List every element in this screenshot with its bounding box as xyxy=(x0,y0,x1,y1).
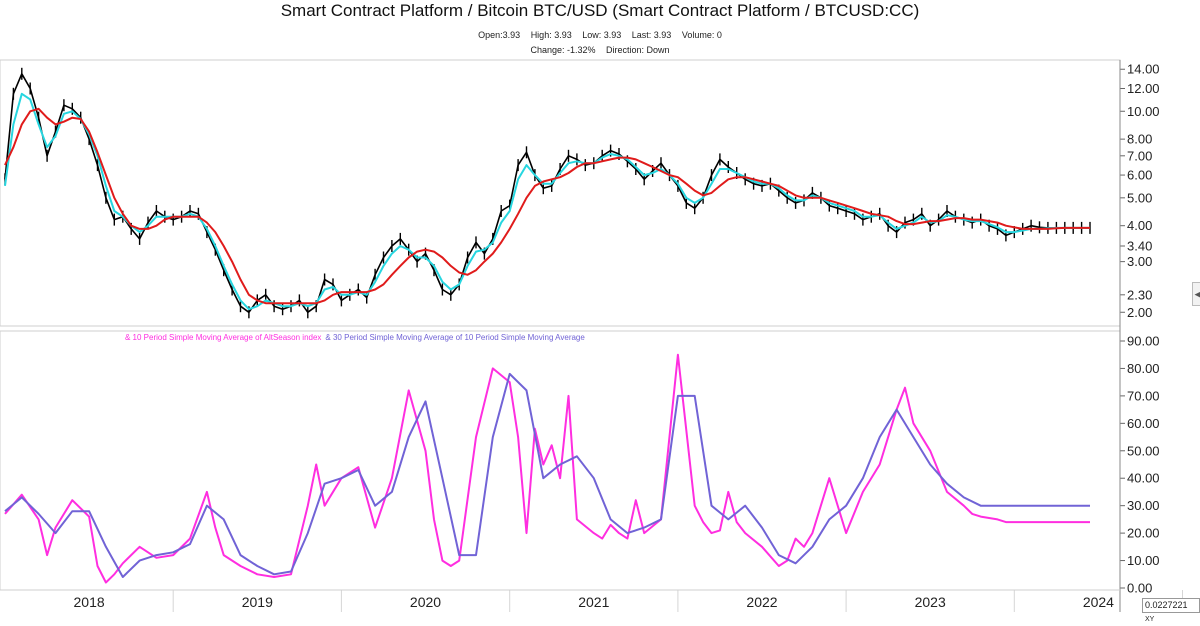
last-price-readout: 0.0227221 XY xyxy=(1142,598,1200,623)
x-axis: 2018 2019 2020 2021 2022 2023 2024 xyxy=(0,60,1183,612)
price-line xyxy=(4,73,1090,314)
year-label: 2018 xyxy=(74,594,105,610)
price-tick-label: 14.00 xyxy=(1127,62,1160,77)
indicator-tick-label: 80.00 xyxy=(1127,361,1160,376)
legend-entry: & 30 Period Simple Moving Average of 10 … xyxy=(325,333,585,342)
indicator-tick-label: 20.00 xyxy=(1127,526,1160,541)
price-panel-frame xyxy=(0,59,1121,327)
indicator-tick-label: 40.00 xyxy=(1127,471,1160,486)
quote-change-line: Change: -1.32% Direction: Down xyxy=(0,44,1200,56)
indicator-tick-label: 30.00 xyxy=(1127,498,1160,513)
year-label: 2022 xyxy=(746,594,777,610)
year-label: 2019 xyxy=(242,594,273,610)
year-label: 2024 xyxy=(1083,594,1114,610)
crosshair-label: XY xyxy=(1145,616,1155,623)
indicator-legend: & 10 Period Simple Moving Average of Alt… xyxy=(125,333,585,342)
price-tick-label: 2.00 xyxy=(1127,305,1152,320)
price-tick-label: 3.00 xyxy=(1127,254,1152,269)
collapse-panel-button[interactable]: ◀ xyxy=(1192,282,1200,306)
chevron-left-icon: ◀ xyxy=(1194,289,1200,299)
year-label: 2020 xyxy=(410,594,441,610)
legend-entry: & 10 Period Simple Moving Average of Alt… xyxy=(125,333,321,342)
indicator-panel[interactable]: 90.00 80.00 70.00 60.00 50.00 40.00 30.00 20.00… xyxy=(0,330,1160,596)
quote-change: Change: -1.32% xyxy=(530,45,596,55)
price-tick-label: 7.00 xyxy=(1127,148,1152,163)
indicator-tick-label: 90.00 xyxy=(1127,334,1160,349)
year-label: 2023 xyxy=(915,594,946,610)
last-price-value: 0.0227221 xyxy=(1145,600,1188,610)
quote-low: Low: 3.93 xyxy=(582,30,622,40)
indicator-tick-label: 0.00 xyxy=(1127,581,1152,596)
quote-open: Open:3.93 xyxy=(478,30,521,40)
altseason-sma10-line xyxy=(4,353,1090,584)
price-tick-label: 8.00 xyxy=(1127,132,1152,147)
quote-last: Last: 3.93 xyxy=(631,30,672,40)
long-ma-line xyxy=(4,107,1090,305)
quote-volume: Volume: 0 xyxy=(681,30,722,40)
indicator-tick-label: 70.00 xyxy=(1127,388,1160,403)
altseason-sma30-line xyxy=(4,372,1090,578)
indicator-tick-label: 50.00 xyxy=(1127,443,1160,458)
quote-high: High: 3.93 xyxy=(530,30,572,40)
price-tick-label: 4.00 xyxy=(1127,218,1152,233)
price-tick-label: 5.00 xyxy=(1127,190,1152,205)
price-tick-label: 6.00 xyxy=(1127,168,1152,183)
price-tick-label: 2.30 xyxy=(1127,287,1152,302)
indicator-tick-label: 10.00 xyxy=(1127,553,1160,568)
price-panel[interactable]: 14.00 12.00 10.00 8.007.00 6.00 5.00 4.00 3.403… xyxy=(0,59,1160,327)
price-tick-label: 12.00 xyxy=(1127,81,1160,96)
year-label: 2021 xyxy=(578,594,609,610)
chart-area[interactable]: 14.0012.0010.008.007.006.005.004.003.403… xyxy=(0,0,1200,612)
indicator-panel-frame xyxy=(0,330,1121,591)
price-tick-label: 3.40 xyxy=(1127,238,1152,253)
quote-info-line: Open:3.93 High: 3.93 Low: 3.93 Last: 3.9… xyxy=(0,29,1200,41)
indicator-tick-label: 60.00 xyxy=(1127,416,1160,431)
quote-direction: Direction: Down xyxy=(606,45,670,55)
chart-title: Smart Contract Platform / Bitcoin BTC/US… xyxy=(280,1,920,20)
price-tick-label: 10.00 xyxy=(1127,104,1160,119)
